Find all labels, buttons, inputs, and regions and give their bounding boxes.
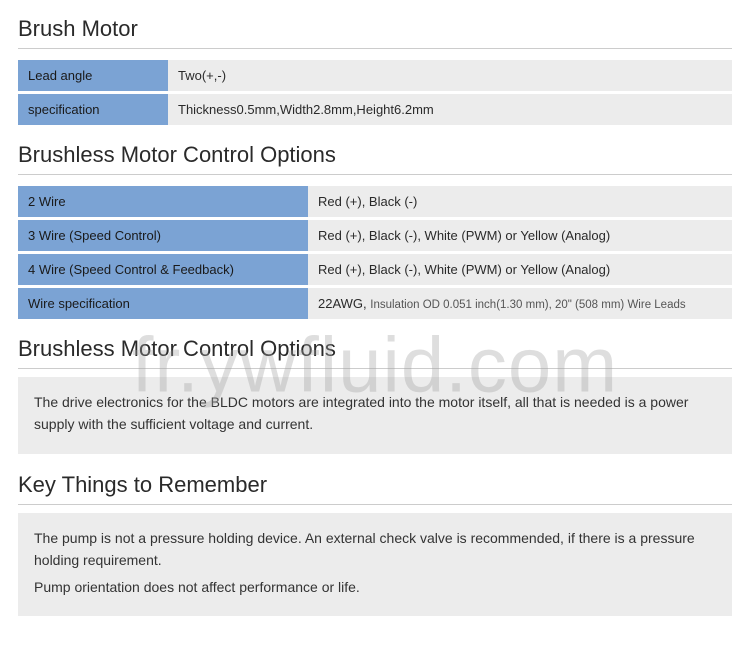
brush-motor-table: Lead angle Two(+,-) specification Thickn… [18,57,732,128]
section-title-key-things: Key Things to Remember [18,472,732,505]
section-title-brush-motor: Brush Motor [18,16,732,49]
spec-label: specification [18,94,168,125]
spec-label: Lead angle [18,60,168,91]
key-things-box: The pump is not a pressure holding devic… [18,513,732,616]
wire-spec-detail: Insulation OD 0.051 inch(1.30 mm), 20" (… [370,299,685,311]
table-row: 2 Wire Red (+), Black (-) [18,186,732,217]
table-row: specification Thickness0.5mm,Width2.8mm,… [18,94,732,125]
bldc-note-box: The drive electronics for the BLDC motor… [18,377,732,454]
table-row: Wire specification 22AWG, Insulation OD … [18,288,732,319]
spec-value: Red (+), Black (-) [308,186,732,217]
spec-label: 4 Wire (Speed Control & Feedback) [18,254,308,285]
bldc-options-table: 2 Wire Red (+), Black (-) 3 Wire (Speed … [18,183,732,322]
wire-spec-lead: 22AWG, [318,296,370,311]
section-title-bldc-note: Brushless Motor Control Options [18,336,732,369]
bldc-note-text: The drive electronics for the BLDC motor… [34,391,716,436]
spec-value: Two(+,-) [168,60,732,91]
spec-label: 2 Wire [18,186,308,217]
table-row: 3 Wire (Speed Control) Red (+), Black (-… [18,220,732,251]
spec-value: Red (+), Black (-), White (PWM) or Yello… [308,254,732,285]
table-row: 4 Wire (Speed Control & Feedback) Red (+… [18,254,732,285]
spec-value: Red (+), Black (-), White (PWM) or Yello… [308,220,732,251]
key-things-line: The pump is not a pressure holding devic… [34,527,716,572]
key-things-line: Pump orientation does not affect perform… [34,576,716,598]
table-row: Lead angle Two(+,-) [18,60,732,91]
spec-value: 22AWG, Insulation OD 0.051 inch(1.30 mm)… [308,288,732,319]
spec-label: 3 Wire (Speed Control) [18,220,308,251]
spec-label: Wire specification [18,288,308,319]
section-title-bldc-options: Brushless Motor Control Options [18,142,732,175]
spec-value: Thickness0.5mm,Width2.8mm,Height6.2mm [168,94,732,125]
